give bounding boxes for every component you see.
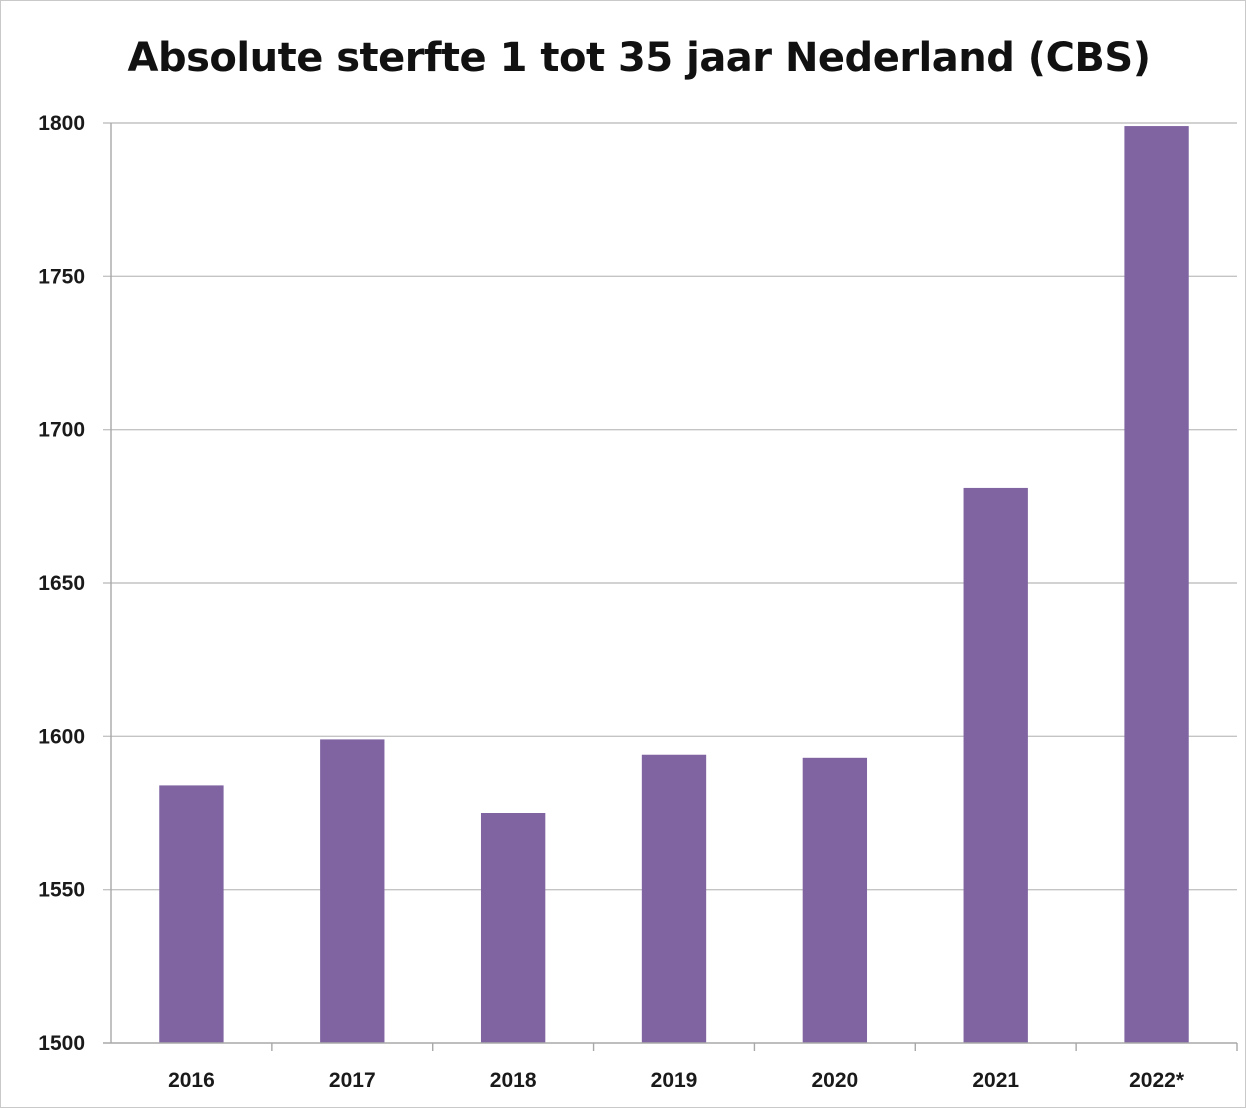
x-tick-label: 2020 <box>811 1069 858 1092</box>
x-tick-label: 2017 <box>329 1069 376 1092</box>
chart-title: Absolute sterfte 1 tot 35 jaar Nederland… <box>127 35 1152 81</box>
y-tick-label: 1700 <box>38 419 85 442</box>
bar-2019 <box>641 754 707 1043</box>
tick-labels: 1500 1550 1600 1650 1700 1750 1800 2016 2017 2018… <box>38 112 1185 1092</box>
bar-2018 <box>480 813 546 1043</box>
bar-2022 <box>1124 126 1189 1044</box>
bars <box>159 126 1189 1044</box>
bar-2016 <box>159 785 224 1043</box>
x-tick-label: 2019 <box>651 1069 698 1092</box>
x-tick-label: 2016 <box>168 1069 215 1092</box>
axes <box>103 123 1238 1051</box>
x-tick-label: 2021 <box>972 1069 1019 1092</box>
x-tick-label: 2018 <box>490 1069 537 1092</box>
bar-2017 <box>320 739 385 1043</box>
y-tick-label: 1800 <box>38 112 85 135</box>
bar-2020 <box>802 757 868 1043</box>
y-tick-label: 1550 <box>38 879 85 902</box>
bar-2021 <box>963 487 1028 1043</box>
y-tick-label: 1750 <box>38 265 85 288</box>
y-tick-label: 1500 <box>38 1032 85 1055</box>
y-tick-label: 1650 <box>38 572 85 595</box>
x-tick-label: 2022* <box>1129 1069 1185 1092</box>
y-tick-label: 1600 <box>38 725 85 748</box>
gridlines <box>103 122 1237 891</box>
